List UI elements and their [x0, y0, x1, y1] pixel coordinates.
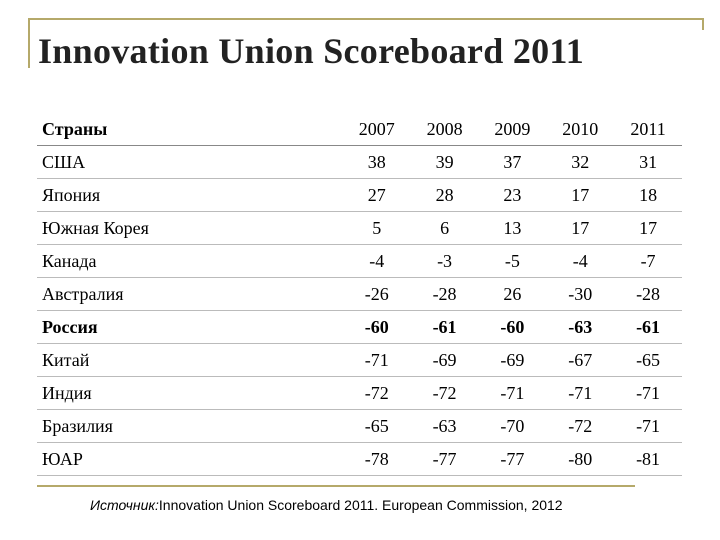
scoreboard-table: Страны 2007 2008 2009 2010 2011 США 38 39 3… [37, 113, 682, 476]
table-row: ЮАР -78 -77 -77 -80 -81 [37, 442, 682, 476]
value-cell: -60 [478, 310, 547, 344]
country-cell: Китай [37, 343, 343, 377]
value-cell: 23 [478, 178, 547, 212]
value-cell: 32 [546, 145, 615, 179]
table-row: Южная Корея 5 6 13 17 17 [37, 211, 682, 245]
table-row: Япония 27 28 23 17 18 [37, 178, 682, 212]
title-frame-left-rule [28, 18, 30, 68]
value-cell: -3 [410, 244, 479, 278]
title-frame-bottom-rule [28, 18, 704, 20]
table-row: Россия -60 -61 -60 -63 -61 [37, 310, 682, 344]
value-cell: 26 [478, 277, 547, 311]
header-year: 2008 [410, 113, 479, 146]
value-cell: -72 [342, 376, 411, 410]
value-cell: -69 [410, 343, 479, 377]
country-cell: Бразилия [37, 409, 343, 443]
value-cell: -72 [546, 409, 615, 443]
value-cell: 17 [546, 211, 615, 245]
value-cell: -81 [614, 442, 682, 476]
country-cell: Австралия [37, 277, 343, 311]
value-cell: 38 [342, 145, 411, 179]
value-cell: 39 [410, 145, 479, 179]
value-cell: -72 [410, 376, 479, 410]
value-cell: -71 [546, 376, 615, 410]
value-cell: -7 [614, 244, 682, 278]
title-frame: Innovation Union Scoreboard 2011 [28, 18, 704, 71]
source-text: Innovation Union Scoreboard 2011. Europe… [158, 497, 563, 513]
title-frame-right-tick [702, 18, 704, 30]
value-cell: -71 [614, 376, 682, 410]
country-cell: Южная Корея [37, 211, 343, 245]
header-year: 2009 [478, 113, 547, 146]
country-cell: Индия [37, 376, 343, 410]
header-year: 2010 [546, 113, 615, 146]
header-year: 2011 [614, 113, 682, 146]
value-cell: 6 [410, 211, 479, 245]
table-header-row: Страны 2007 2008 2009 2010 2011 [37, 113, 682, 146]
value-cell: -61 [614, 310, 682, 344]
value-cell: -63 [410, 409, 479, 443]
header-country: Страны [37, 113, 343, 146]
table-row: Китай -71 -69 -69 -67 -65 [37, 343, 682, 377]
value-cell: -65 [342, 409, 411, 443]
value-cell: 27 [342, 178, 411, 212]
table-row: Бразилия -65 -63 -70 -72 -71 [37, 409, 682, 443]
value-cell: 37 [478, 145, 547, 179]
value-cell: -77 [410, 442, 479, 476]
value-cell: -78 [342, 442, 411, 476]
value-cell: -60 [342, 310, 411, 344]
value-cell: 13 [478, 211, 547, 245]
source-note: Источник:Innovation Union Scoreboard 201… [90, 497, 563, 513]
footer-rule [37, 485, 635, 487]
value-cell: -71 [614, 409, 682, 443]
value-cell: -4 [546, 244, 615, 278]
value-cell: -26 [342, 277, 411, 311]
value-cell: -63 [546, 310, 615, 344]
value-cell: -71 [478, 376, 547, 410]
value-cell: 18 [614, 178, 682, 212]
value-cell: -67 [546, 343, 615, 377]
country-cell: Канада [37, 244, 343, 278]
table-row: Канада -4 -3 -5 -4 -7 [37, 244, 682, 278]
value-cell: -70 [478, 409, 547, 443]
country-cell: США [37, 145, 343, 179]
slide-title: Innovation Union Scoreboard 2011 [38, 31, 585, 71]
table-row: США 38 39 37 32 31 [37, 145, 682, 179]
source-label: Источник: [90, 497, 159, 513]
value-cell: -4 [342, 244, 411, 278]
table-row: Индия -72 -72 -71 -71 -71 [37, 376, 682, 410]
country-cell: Япония [37, 178, 343, 212]
value-cell: -71 [342, 343, 411, 377]
country-cell: Россия [37, 310, 343, 344]
value-cell: -30 [546, 277, 615, 311]
value-cell: -61 [410, 310, 479, 344]
value-cell: -28 [614, 277, 682, 311]
value-cell: -69 [478, 343, 547, 377]
value-cell: 31 [614, 145, 682, 179]
value-cell: -77 [478, 442, 547, 476]
value-cell: 5 [342, 211, 411, 245]
value-cell: 17 [546, 178, 615, 212]
value-cell: 28 [410, 178, 479, 212]
table-row: Австралия -26 -28 26 -30 -28 [37, 277, 682, 311]
value-cell: -65 [614, 343, 682, 377]
header-year: 2007 [342, 113, 411, 146]
value-cell: -28 [410, 277, 479, 311]
country-cell: ЮАР [37, 442, 343, 476]
value-cell: -80 [546, 442, 615, 476]
value-cell: -5 [478, 244, 547, 278]
value-cell: 17 [614, 211, 682, 245]
table-body: США 38 39 37 32 31 Япония 27 28 23 17 18 Южная Корея… [37, 145, 682, 476]
